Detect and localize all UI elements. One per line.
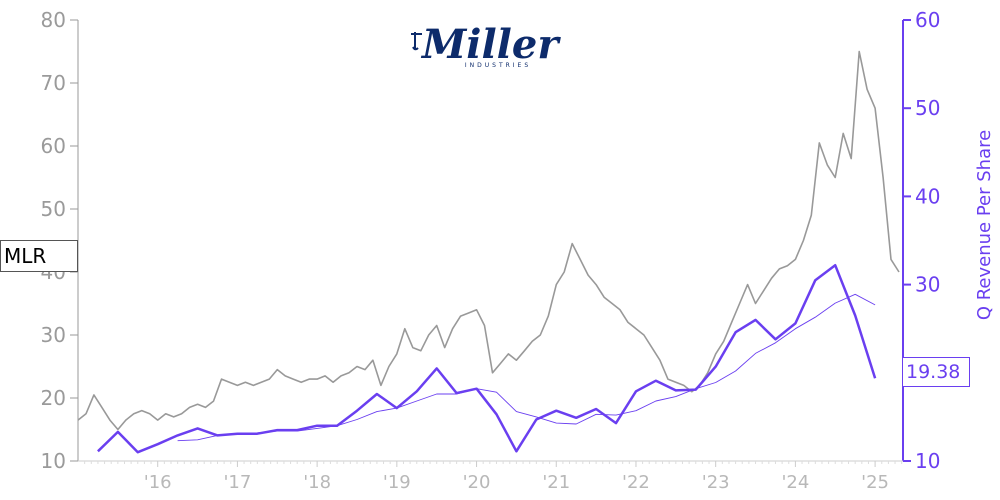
price-line bbox=[77, 50, 900, 431]
right-tick-label: 50 bbox=[915, 96, 940, 120]
logo-wordmark: Miller bbox=[420, 21, 561, 68]
left-tick-label: 80 bbox=[41, 8, 66, 32]
x-tick-label: '24 bbox=[781, 472, 809, 493]
left-tick-label: 70 bbox=[41, 71, 66, 95]
plot-area bbox=[77, 50, 900, 454]
x-tick-label: '21 bbox=[542, 472, 570, 493]
x-tick-label: '19 bbox=[383, 472, 411, 493]
right-tick-label: 40 bbox=[915, 184, 940, 208]
x-tick-label: '20 bbox=[463, 472, 491, 493]
x-tick-label: '17 bbox=[223, 472, 251, 493]
right-tick-label: 60 bbox=[915, 8, 940, 32]
x-tick-label: '16 bbox=[144, 472, 172, 493]
last-value-label: 19.38 bbox=[902, 357, 970, 387]
revenue-line bbox=[97, 263, 877, 454]
left-tick-label: 20 bbox=[41, 386, 66, 410]
crane-hook-icon bbox=[411, 32, 422, 51]
x-tick-label: '23 bbox=[702, 472, 730, 493]
logo-subtitle: INDUSTRIES bbox=[465, 62, 531, 69]
trend-line bbox=[177, 293, 876, 442]
left-tick-label: 60 bbox=[41, 134, 66, 158]
right-y-axis-label: Q Revenue Per Share bbox=[974, 130, 995, 320]
right-tick-label: 10 bbox=[915, 449, 940, 473]
x-axis: '16 '17 '18 '19 '20 '21 '22 '23 '24 '25 bbox=[78, 460, 903, 493]
x-tick-label: '22 bbox=[622, 472, 650, 493]
left-tick-label: 50 bbox=[41, 197, 66, 221]
ticker-label: MLR bbox=[0, 240, 78, 272]
left-tick-label: 30 bbox=[41, 323, 66, 347]
miller-industries-logo: Miller INDUSTRIES bbox=[411, 21, 561, 69]
x-tick-label: '25 bbox=[861, 472, 889, 493]
x-tick-label: '18 bbox=[303, 472, 331, 493]
right-tick-label: 30 bbox=[915, 273, 940, 297]
left-tick-label: 10 bbox=[41, 449, 66, 473]
